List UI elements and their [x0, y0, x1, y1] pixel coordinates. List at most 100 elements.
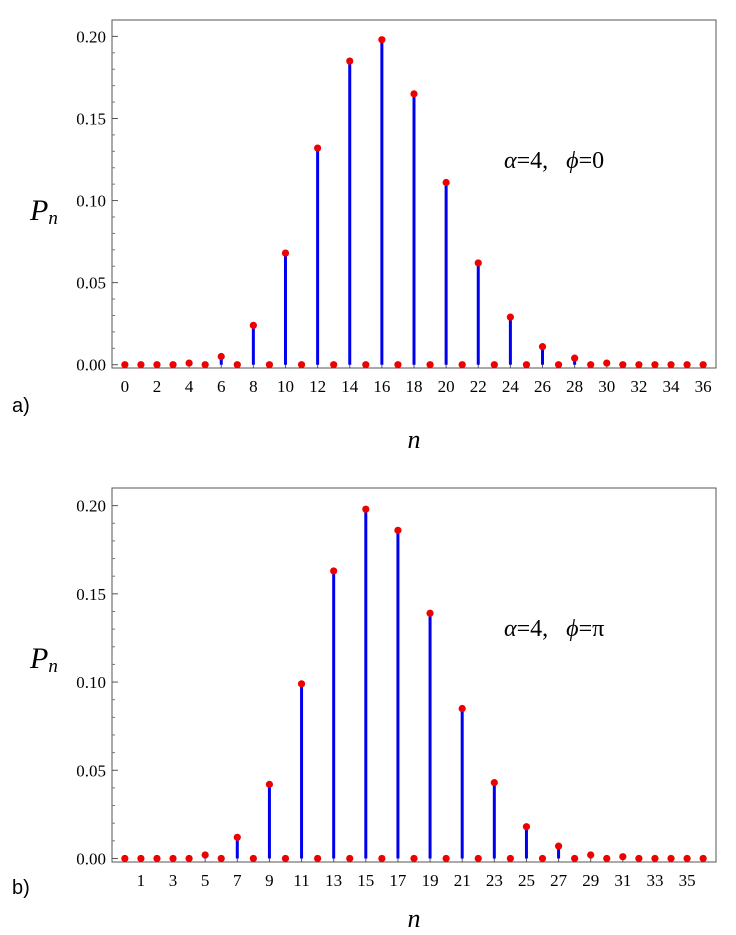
x-tick-label: 4	[185, 377, 194, 396]
x-tick-label: 35	[679, 871, 696, 890]
data-point	[314, 144, 322, 152]
data-point	[378, 36, 386, 44]
data-point	[169, 361, 177, 369]
data-point	[281, 854, 290, 863]
data-point	[265, 361, 274, 369]
data-point	[153, 361, 161, 369]
x-tick-label: 7	[233, 871, 242, 890]
data-point	[217, 352, 225, 361]
data-point	[683, 854, 691, 863]
data-point	[378, 854, 386, 863]
panel-label: a)	[12, 395, 30, 417]
x-tick-label: 1	[137, 871, 146, 890]
data-point	[201, 851, 209, 859]
data-point	[362, 505, 370, 513]
data-point	[233, 833, 241, 841]
data-point	[699, 361, 707, 369]
x-tick-label: 31	[614, 871, 631, 890]
y-tick-label: 0.20	[76, 497, 106, 516]
data-point	[121, 854, 129, 863]
data-point	[394, 361, 402, 369]
x-tick-label: 18	[406, 377, 423, 396]
x-tick-label: 0	[121, 377, 130, 396]
data-point	[651, 854, 659, 863]
x-tick-label: 2	[153, 377, 162, 396]
data-point	[603, 359, 611, 367]
data-point	[635, 854, 643, 863]
data-point	[587, 851, 595, 859]
data-point	[185, 359, 193, 367]
x-tick-label: 5	[201, 871, 210, 890]
x-axis-title: n	[408, 904, 421, 933]
data-point	[265, 780, 274, 788]
x-tick-label: 3	[169, 871, 178, 890]
data-point	[346, 57, 354, 65]
x-axis-title: n	[408, 425, 421, 454]
data-point	[297, 361, 306, 369]
data-point	[635, 361, 643, 369]
data-point	[490, 779, 498, 787]
data-point	[603, 854, 611, 863]
chart-panel-b: 0.000.050.100.150.201 3 5 7 9 11 13 15 17 19 21 23 2…	[12, 487, 717, 933]
data-point	[506, 854, 514, 863]
data-point	[699, 854, 707, 863]
y-tick-label: 0.15	[76, 585, 106, 604]
x-tick-label: 32	[630, 377, 647, 396]
y-tick-label: 0.15	[76, 109, 106, 128]
x-tick-label: 28	[566, 377, 583, 396]
x-tick-label: 20	[438, 377, 455, 396]
x-tick-label: 8	[249, 377, 258, 396]
data-point	[458, 704, 466, 713]
data-point	[458, 361, 466, 369]
y-tick-label: 0.10	[76, 673, 106, 692]
data-point	[394, 526, 402, 534]
data-point	[522, 823, 531, 831]
data-point	[683, 361, 691, 369]
y-tick-label: 0.00	[76, 849, 106, 868]
data-point	[153, 854, 161, 863]
x-tick-label: 17	[389, 871, 407, 890]
y-tick-label: 0.10	[76, 192, 106, 211]
data-point	[571, 854, 579, 863]
data-point	[474, 259, 482, 267]
data-point	[346, 854, 354, 863]
data-point	[281, 249, 290, 257]
x-tick-label: 15	[357, 871, 374, 890]
data-point	[619, 361, 627, 369]
x-tick-label: 11	[293, 871, 309, 890]
data-point	[169, 854, 177, 863]
data-point	[185, 854, 193, 863]
data-point	[571, 354, 579, 362]
parameter-annotation: α=4, ϕ=0	[504, 148, 604, 174]
data-point	[426, 361, 434, 369]
data-point	[137, 854, 145, 863]
data-point	[619, 853, 627, 861]
x-tick-label: 26	[534, 377, 551, 396]
x-tick-label: 33	[646, 871, 663, 890]
data-point	[362, 361, 370, 369]
data-point	[121, 361, 129, 369]
x-tick-label: 22	[470, 377, 487, 396]
data-point	[474, 854, 482, 863]
data-point	[201, 361, 209, 369]
data-point	[667, 854, 675, 863]
data-point	[217, 854, 225, 863]
data-point	[137, 361, 145, 369]
x-tick-label: 21	[454, 871, 471, 890]
x-tick-label: 16	[373, 377, 390, 396]
data-point	[249, 854, 257, 863]
y-tick-label: 0.20	[76, 27, 106, 46]
data-point	[330, 361, 338, 369]
data-point	[249, 321, 257, 329]
y-tick-label: 0.00	[76, 356, 106, 375]
data-point	[442, 178, 450, 187]
data-point	[554, 361, 563, 369]
data-point	[490, 361, 498, 369]
y-tick-label: 0.05	[76, 761, 106, 780]
y-axis-title: Pn	[29, 194, 58, 229]
x-tick-label: 27	[550, 871, 568, 890]
data-point	[554, 842, 563, 850]
y-axis-title: Pn	[29, 642, 58, 677]
x-tick-label: 14	[341, 377, 359, 396]
